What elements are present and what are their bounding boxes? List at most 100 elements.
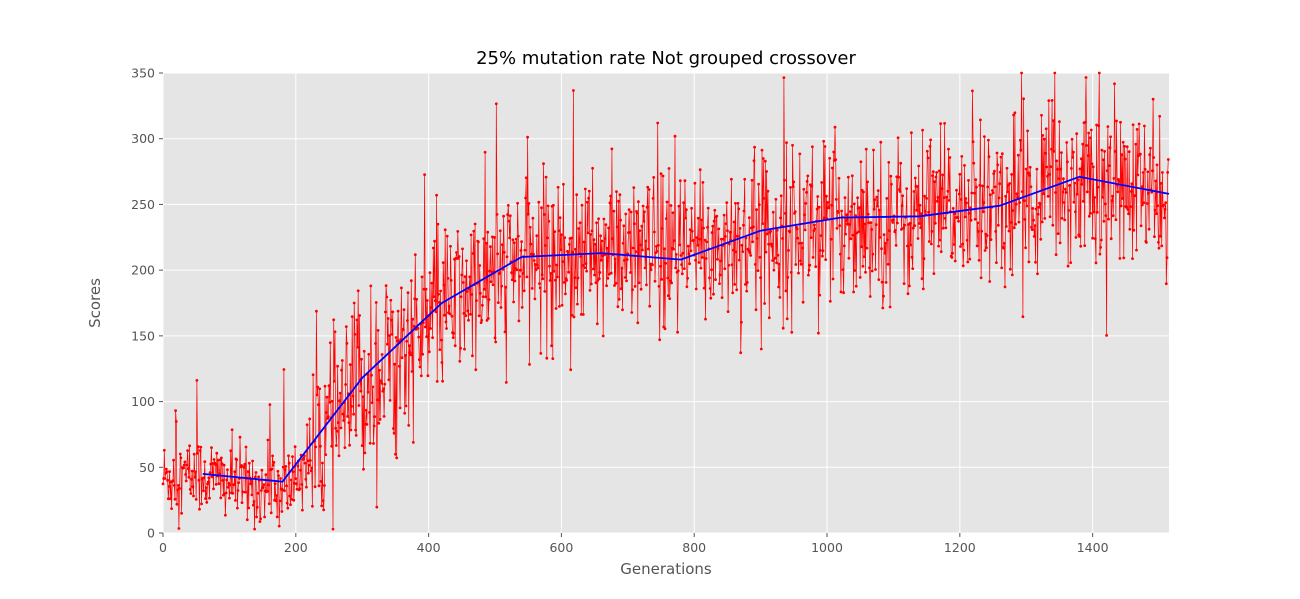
raw-score-point: [330, 444, 334, 448]
raw-score-point: [542, 162, 545, 166]
raw-score-point: [471, 252, 475, 255]
raw-score-point: [929, 242, 933, 246]
raw-score-point: [383, 382, 387, 386]
raw-score-point: [941, 226, 945, 230]
raw-score-point: [926, 156, 930, 160]
raw-score-point: [947, 147, 950, 151]
raw-score-point: [716, 247, 720, 250]
raw-score-point: [680, 272, 684, 276]
raw-score-point: [283, 468, 287, 471]
raw-score-point: [792, 180, 796, 184]
raw-score-point: [393, 362, 397, 366]
raw-score-point: [370, 401, 374, 405]
raw-score-point: [1083, 244, 1087, 248]
raw-score-point: [767, 242, 770, 246]
raw-score-point: [1098, 252, 1102, 256]
raw-score-point: [1070, 137, 1074, 141]
plot-area: [163, 73, 1169, 533]
raw-score-point: [649, 268, 653, 272]
raw-score-point: [358, 314, 361, 317]
raw-score-point: [384, 284, 388, 287]
raw-score-point: [805, 180, 809, 183]
raw-score-point: [1095, 210, 1099, 214]
raw-score-point: [275, 494, 278, 497]
raw-score-point: [917, 164, 921, 168]
raw-score-point: [876, 204, 879, 208]
raw-score-point: [821, 254, 824, 258]
raw-score-point: [381, 389, 385, 393]
raw-score-point: [639, 287, 643, 291]
raw-score-point: [918, 203, 922, 207]
raw-score-point: [429, 306, 433, 309]
raw-score-point: [1042, 192, 1045, 196]
raw-score-point: [229, 449, 233, 453]
raw-score-point: [524, 176, 528, 180]
raw-score-point: [818, 293, 822, 297]
raw-score-point: [1159, 234, 1162, 238]
raw-score-point: [527, 202, 531, 205]
raw-score-point: [955, 188, 958, 192]
raw-score-point: [703, 238, 707, 242]
y-tick-label: 300: [131, 131, 155, 146]
raw-score-point: [352, 412, 355, 416]
raw-score-point: [765, 232, 769, 236]
raw-score-point: [402, 328, 405, 332]
raw-score-point: [310, 466, 314, 470]
raw-score-point: [1048, 215, 1052, 219]
raw-score-point: [936, 196, 940, 199]
raw-score-point: [332, 379, 336, 383]
raw-score-point: [706, 206, 710, 210]
raw-score-point: [518, 268, 522, 272]
raw-score-point: [701, 181, 705, 184]
raw-score-point: [835, 226, 839, 230]
raw-score-point: [479, 291, 482, 295]
raw-score-point: [484, 295, 488, 299]
raw-score-point: [594, 281, 598, 285]
raw-score-point: [583, 187, 587, 191]
raw-score-point: [589, 233, 592, 236]
raw-score-point: [660, 227, 664, 230]
raw-score-point: [198, 449, 202, 452]
raw-score-point: [906, 244, 909, 248]
raw-score-point: [730, 263, 734, 267]
raw-score-point: [299, 468, 302, 472]
raw-score-point: [652, 176, 656, 179]
raw-score-point: [665, 200, 669, 204]
raw-score-point: [1060, 216, 1064, 220]
raw-score-point: [637, 200, 640, 204]
raw-score-point: [1100, 148, 1104, 152]
raw-score-point: [1097, 71, 1101, 75]
raw-score-point: [172, 484, 176, 487]
raw-score-point: [673, 134, 677, 138]
raw-score-point: [961, 242, 964, 246]
raw-score-point: [696, 216, 700, 220]
raw-score-point: [711, 224, 715, 228]
raw-score-point: [970, 191, 974, 195]
raw-score-point: [681, 251, 685, 255]
raw-score-point: [923, 194, 926, 198]
raw-score-point: [470, 293, 474, 296]
raw-score-point: [558, 305, 561, 308]
raw-score-point: [1125, 206, 1128, 209]
raw-score-point: [548, 264, 551, 268]
raw-score-point: [1047, 99, 1051, 102]
raw-score-point: [631, 246, 635, 250]
raw-score-point: [1057, 177, 1061, 181]
raw-score-point: [287, 454, 290, 458]
raw-score-point: [597, 277, 601, 280]
raw-score-point: [1075, 132, 1079, 136]
raw-score-point: [965, 238, 969, 242]
raw-score-point: [1096, 185, 1100, 189]
raw-score-point: [669, 204, 673, 207]
raw-score-point: [480, 318, 484, 322]
raw-score-point: [204, 497, 207, 500]
raw-score-point: [520, 240, 523, 244]
raw-score-point: [753, 263, 757, 266]
raw-score-point: [1120, 153, 1124, 157]
raw-score-point: [443, 313, 446, 317]
raw-score-point: [1121, 140, 1125, 144]
raw-score-point: [353, 333, 357, 336]
raw-score-point: [1064, 187, 1067, 191]
raw-score-point: [548, 279, 552, 282]
raw-score-point: [1044, 151, 1047, 155]
